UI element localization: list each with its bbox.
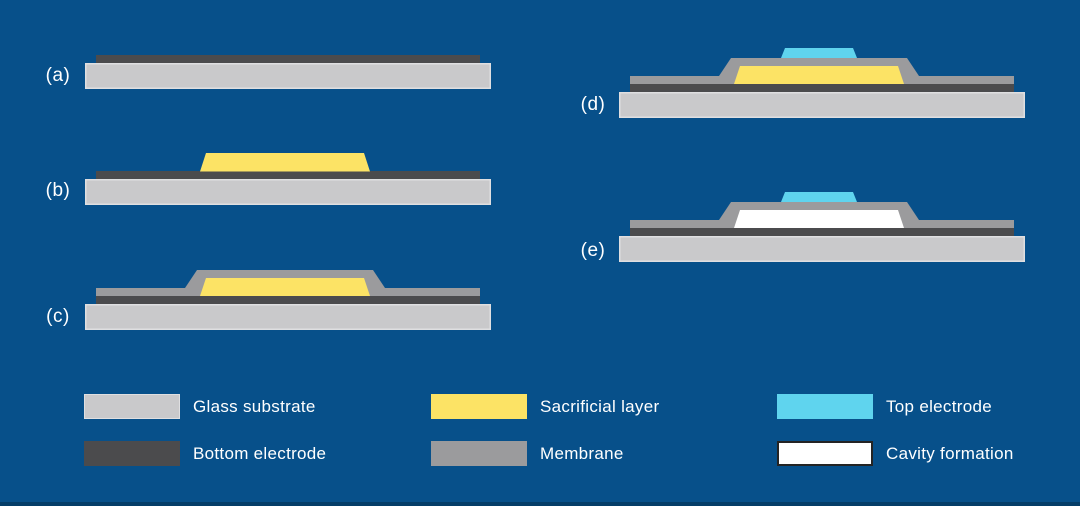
sacrificial-layer-shape [200, 278, 370, 296]
step-label-b: (b) [45, 180, 71, 201]
step-diagram-a [85, 55, 491, 89]
step-diagram-d [619, 48, 1025, 118]
step-diagram-b [85, 153, 491, 205]
legend-label-glass-substrate: Glass substrate [193, 397, 316, 416]
top-electrode-shape [781, 192, 857, 202]
glass-substrate-shape [85, 304, 491, 330]
step-diagram-e [619, 192, 1025, 262]
bottom-electrode-shape [96, 296, 480, 304]
step-diagram-c [85, 270, 491, 330]
cavity-shape [734, 210, 904, 228]
step-label-c: (c) [46, 306, 70, 327]
footer-stripe [0, 502, 1080, 506]
top-electrode-shape [781, 48, 857, 58]
legend-item-glass-substrate: Glass substrate [84, 394, 316, 419]
legend-swatch-top-electrode [777, 394, 873, 419]
legend-swatch-sacrificial-layer [431, 394, 527, 419]
glass-substrate-shape [85, 179, 491, 205]
glass-substrate-shape [619, 92, 1025, 118]
bottom-electrode-shape [96, 55, 480, 63]
legend-label-bottom-electrode: Bottom electrode [193, 444, 327, 463]
legend-swatch-bottom-electrode [84, 441, 180, 466]
step-label-e: (e) [580, 240, 606, 261]
legend-item-cavity-formation: Cavity formation [777, 441, 1014, 466]
sacrificial-layer-shape [734, 66, 904, 84]
step-label-d: (d) [580, 94, 606, 115]
legend-item-top-electrode: Top electrode [777, 394, 992, 419]
glass-substrate-shape [619, 236, 1025, 262]
legend-label-membrane: Membrane [540, 444, 624, 463]
legend-swatch-cavity-formation [777, 441, 873, 466]
sacrificial-layer-shape [200, 153, 370, 172]
glass-substrate-shape [85, 63, 491, 89]
bottom-electrode-shape [96, 171, 480, 179]
bottom-electrode-shape [630, 84, 1014, 92]
step-label-a: (a) [45, 65, 71, 86]
legend-swatch-membrane [431, 441, 527, 466]
legend-label-sacrificial-layer: Sacrificial layer [540, 397, 660, 416]
legend-label-cavity-formation: Cavity formation [886, 444, 1014, 463]
legend-item-membrane: Membrane [431, 441, 624, 466]
legend-item-bottom-electrode: Bottom electrode [84, 441, 326, 466]
legend-label-top-electrode: Top electrode [886, 397, 992, 416]
legend-item-sacrificial-layer: Sacrificial layer [431, 394, 659, 419]
bottom-electrode-shape [630, 228, 1014, 236]
legend-swatch-glass-substrate [84, 394, 180, 419]
